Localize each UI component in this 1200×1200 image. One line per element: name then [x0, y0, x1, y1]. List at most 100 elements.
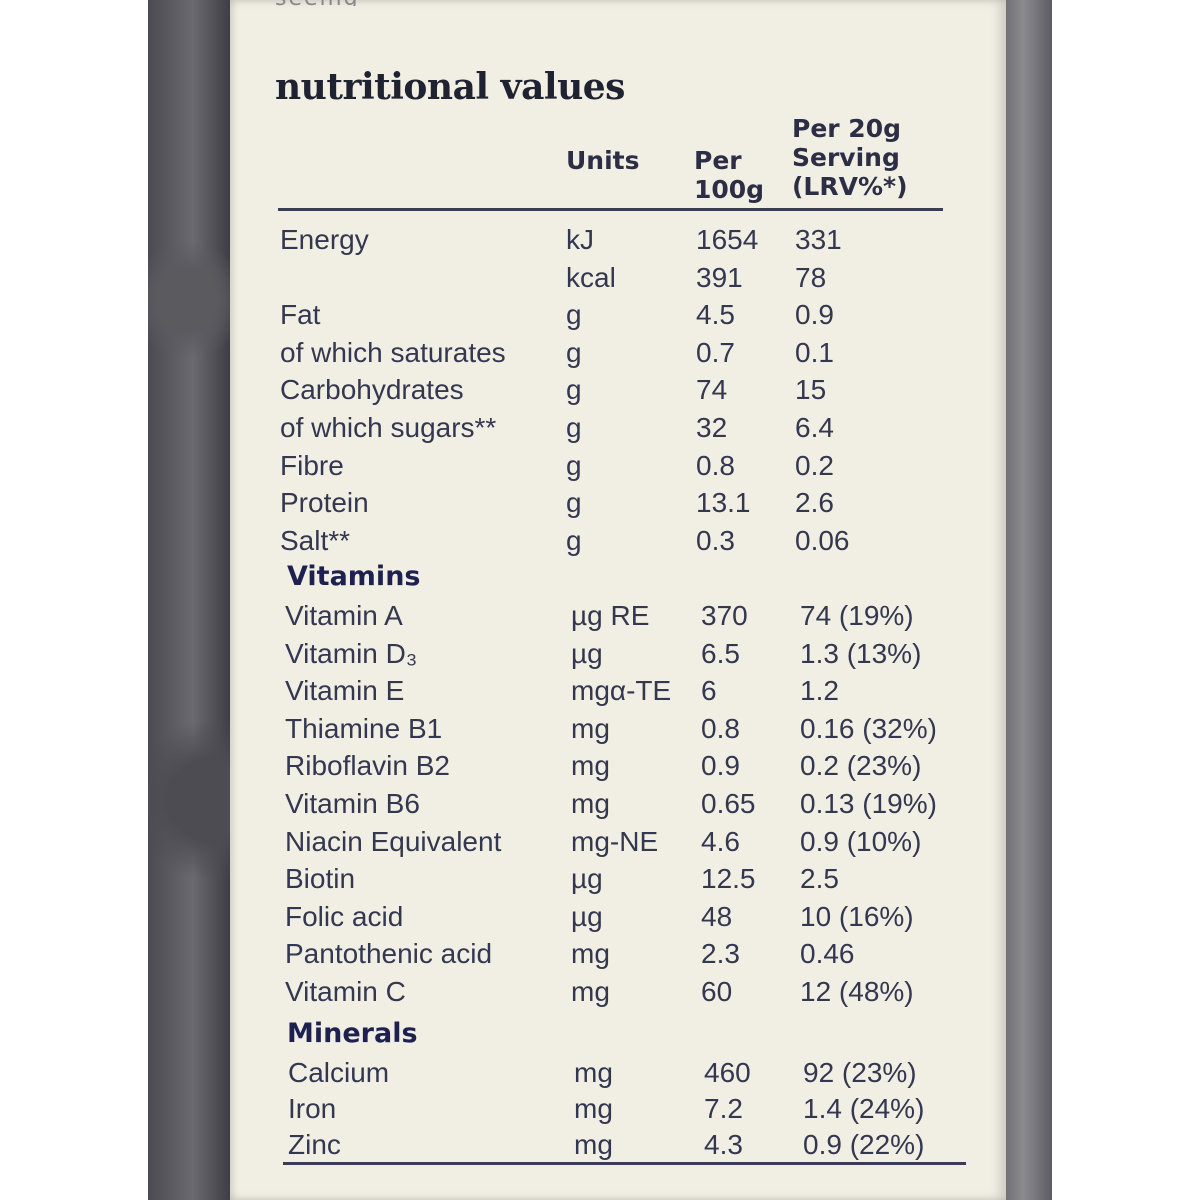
value-per-serving: 1.4 (24%) — [803, 1093, 925, 1124]
value-per-serving: 0.9 (22%) — [803, 1129, 925, 1160]
nutrient-name: Energy — [280, 224, 369, 255]
value-per-serving: 12 (48%) — [800, 976, 914, 1007]
value-per-100g: 391 — [696, 262, 743, 293]
header-per100-line1: Per — [694, 146, 742, 175]
nutrient-name: Biotin — [285, 863, 356, 894]
value-per-100g: 32 — [696, 412, 728, 443]
header-serving-line1: Per 20g — [792, 114, 901, 143]
nutrient-unit: g — [566, 337, 582, 368]
value-per-100g: 0.7 — [696, 337, 735, 368]
nutrient-unit: mg — [571, 750, 610, 781]
nutrient-unit: g — [566, 450, 582, 481]
nutrient-unit: kJ — [566, 224, 594, 255]
value-per-100g: 4.3 — [704, 1129, 743, 1160]
nutrient-name: of which sugars** — [280, 412, 497, 443]
value-per-serving: 1.2 — [800, 675, 839, 706]
header-serving-line2: Serving — [792, 143, 900, 172]
value-per-100g: 4.6 — [701, 826, 740, 857]
value-per-serving: 15 — [795, 374, 827, 405]
nutrient-name: Pantothenic acid — [285, 938, 493, 969]
value-per-100g: 13.1 — [696, 487, 751, 518]
nutrient-unit: µg — [571, 901, 603, 932]
nutrient-name: Fat — [280, 299, 321, 330]
value-per-serving: 0.16 (32%) — [800, 713, 937, 744]
table-row: Energy kJ 1654 331 — [0, 222, 1200, 260]
table-row: Salt** g 0.3 0.06 — [0, 523, 1200, 561]
value-per-100g: 1654 — [696, 224, 759, 255]
value-per-serving: 331 — [795, 224, 842, 255]
table-row: of which sugars** g 32 6.4 — [0, 410, 1200, 448]
value-per-100g: 6.5 — [701, 638, 740, 669]
table-row: Iron mg 7.2 1.4 (24%) — [0, 1091, 1200, 1129]
nutrient-unit: µg — [571, 638, 603, 669]
nutrient-name: Fibre — [280, 450, 344, 481]
value-per-serving: 74 (19%) — [800, 600, 914, 631]
header-per100-line2: 100g — [694, 175, 765, 204]
nutrient-unit: mgα-TE — [571, 675, 672, 706]
value-per-serving: 2.6 — [795, 487, 834, 518]
value-per-100g: 74 — [696, 374, 728, 405]
nutrient-name: Vitamin C — [285, 976, 406, 1007]
table-row: of which saturates g 0.7 0.1 — [0, 335, 1200, 373]
cropped-top-text: seeing — [275, 0, 395, 6]
value-per-serving: 10 (16%) — [800, 901, 914, 932]
value-per-serving: 0.2 — [795, 450, 834, 481]
header-rule — [278, 208, 943, 211]
nutrient-name: Thiamine B1 — [285, 713, 443, 744]
table-row: Fat g 4.5 0.9 — [0, 297, 1200, 335]
nutrient-unit: g — [566, 374, 582, 405]
value-per-serving: 0.06 — [795, 525, 850, 556]
nutrient-name: Folic acid — [285, 901, 404, 932]
nutrient-unit: mg — [571, 788, 610, 819]
nutrient-unit: g — [566, 487, 582, 518]
table-row: Riboflavin B2 mg 0.9 0.2 (23%) — [0, 748, 1200, 786]
table-row: Protein g 13.1 2.6 — [0, 485, 1200, 523]
page-title: nutritional values — [275, 66, 625, 108]
value-per-100g: 12.5 — [701, 863, 756, 894]
value-per-100g: 0.65 — [701, 788, 756, 819]
nutrient-unit: g — [566, 299, 582, 330]
table-row: Calcium mg 460 92 (23%) — [0, 1055, 1200, 1093]
table-row: Zinc mg 4.3 0.9 (22%) — [0, 1127, 1200, 1165]
table-row: Vitamin B6 mg 0.65 0.13 (19%) — [0, 786, 1200, 824]
nutrient-name: Riboflavin B2 — [285, 750, 450, 781]
value-per-serving: 0.9 — [795, 299, 834, 330]
value-per-serving: 0.2 (23%) — [800, 750, 922, 781]
table-row: Vitamin A µg RE 370 74 (19%) — [0, 598, 1200, 636]
nutrient-name: Vitamin E — [285, 675, 405, 706]
nutrient-name: Salt** — [280, 525, 351, 556]
header-serving-line3: (LRV%*) — [792, 172, 908, 201]
nutrient-unit: kcal — [566, 262, 616, 293]
nutrient-name: Iron — [288, 1093, 337, 1124]
table-row: Vitamin D₃ µg 6.5 1.3 (13%) — [0, 636, 1200, 674]
value-per-100g: 2.3 — [701, 938, 740, 969]
nutrient-unit: g — [566, 525, 582, 556]
value-per-serving: 6.4 — [795, 412, 834, 443]
nutrient-name: Vitamin D₃ — [285, 638, 418, 669]
nutrient-name: Vitamin A — [285, 600, 403, 631]
nutrient-name: Zinc — [288, 1129, 341, 1160]
value-per-serving: 0.9 (10%) — [800, 826, 922, 857]
value-per-serving: 92 (23%) — [803, 1057, 917, 1088]
nutrient-unit: mg-NE — [571, 826, 659, 857]
nutrient-unit: mg — [574, 1093, 613, 1124]
value-per-100g: 7.2 — [704, 1093, 743, 1124]
value-per-serving: 78 — [795, 262, 827, 293]
table-row: Folic acid µg 48 10 (16%) — [0, 899, 1200, 937]
value-per-100g: 6 — [701, 675, 717, 706]
value-per-100g: 460 — [704, 1057, 751, 1088]
table-row: Carbohydrates g 74 15 — [0, 372, 1200, 410]
value-per-100g: 48 — [701, 901, 733, 932]
value-per-100g: 0.8 — [701, 713, 740, 744]
label-card — [230, 0, 1006, 1200]
value-per-serving: 2.5 — [800, 863, 839, 894]
value-per-100g: 370 — [701, 600, 748, 631]
nutrient-unit: mg — [574, 1057, 613, 1088]
nutrient-unit: g — [566, 412, 582, 443]
footer-rule — [283, 1162, 966, 1165]
table-row: kcal 391 78 — [0, 260, 1200, 298]
value-per-100g: 60 — [701, 976, 733, 1007]
table-row: Vitamin E mgα-TE 6 1.2 — [0, 673, 1200, 711]
table-row: Niacin Equivalent mg-NE 4.6 0.9 (10%) — [0, 824, 1200, 862]
value-per-serving: 0.46 — [800, 938, 855, 969]
